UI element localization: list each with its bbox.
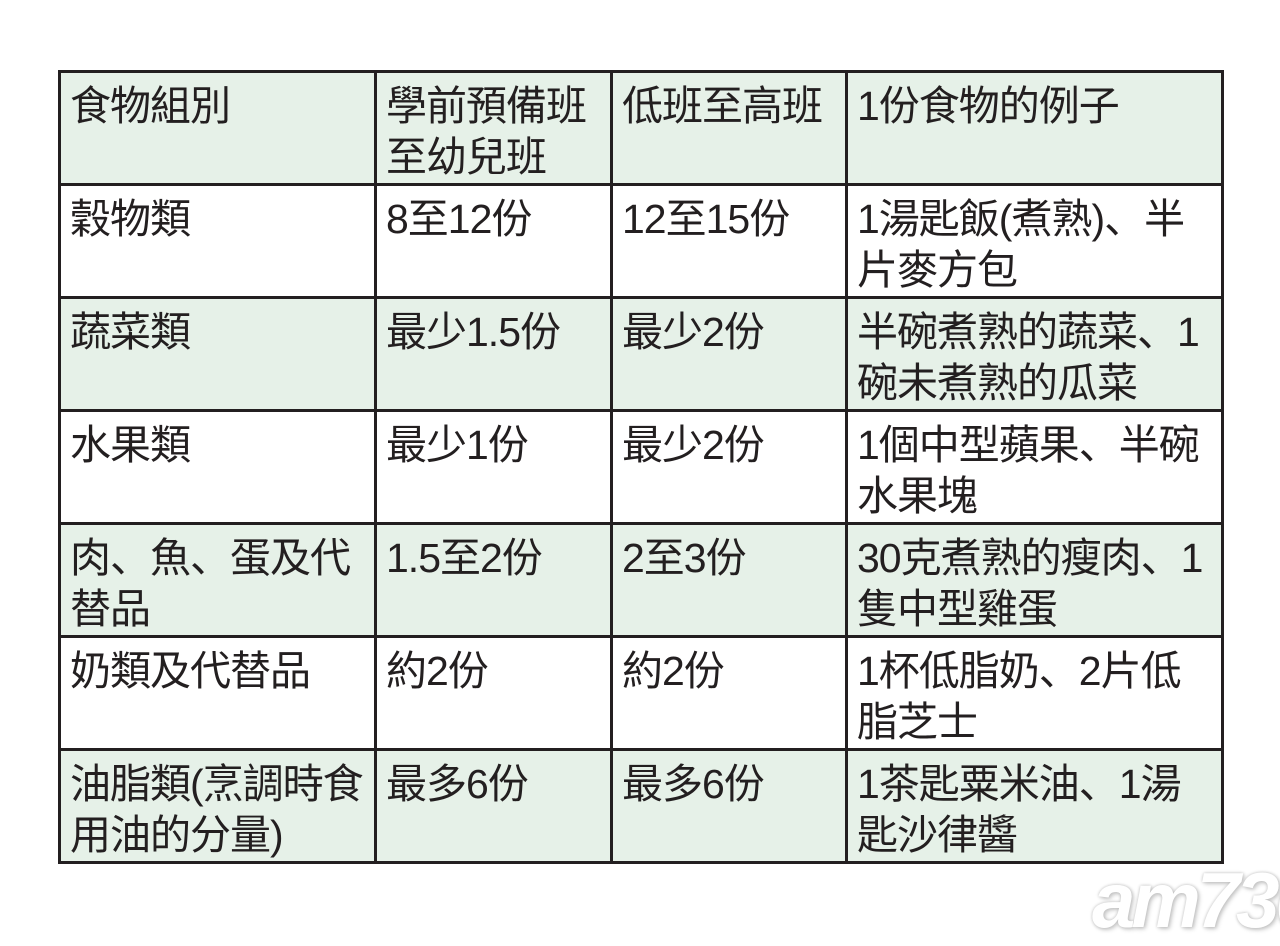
header-cell: 1份食物的例子 (845, 70, 1224, 186)
table-row: 奶類及代替品 約2份 約2份 1杯低脂奶、2片低脂芝士 (58, 635, 1224, 751)
table-cell: 油脂類(烹調時食用油的分量) (58, 748, 377, 864)
table-cell: 最少2份 (610, 296, 848, 412)
header-cell: 學前預備班至幼兒班 (374, 70, 613, 186)
table-cell: 12至15份 (610, 183, 848, 299)
header-cell: 食物組別 (58, 70, 377, 186)
table-cell: 奶類及代替品 (58, 635, 377, 751)
table-cell: 最少1份 (374, 409, 613, 525)
table-cell: 1湯匙飯(煮熟)、半片麥方包 (845, 183, 1224, 299)
table-cell: 2至3份 (610, 522, 848, 638)
table-cell: 8至12份 (374, 183, 613, 299)
table-cell: 1茶匙粟米油、1湯匙沙律醬 (845, 748, 1224, 864)
table-cell: 水果類 (58, 409, 377, 525)
table-row: 油脂類(烹調時食用油的分量) 最多6份 最多6份 1茶匙粟米油、1湯匙沙律醬 (58, 748, 1224, 864)
am730-watermark-logo: am730 (1092, 856, 1280, 944)
table-cell: 約2份 (610, 635, 848, 751)
table-cell: 最少2份 (610, 409, 848, 525)
table-cell: 1.5至2份 (374, 522, 613, 638)
table-cell: 最少1.5份 (374, 296, 613, 412)
table-row: 穀物類 8至12份 12至15份 1湯匙飯(煮熟)、半片麥方包 (58, 183, 1224, 299)
table-cell: 1杯低脂奶、2片低脂芝士 (845, 635, 1224, 751)
table-cell: 最多6份 (610, 748, 848, 864)
table-row: 蔬菜類 最少1.5份 最少2份 半碗煮熟的蔬菜、1碗未煮熟的瓜菜 (58, 296, 1224, 412)
table-cell: 30克煮熟的瘦肉、1隻中型雞蛋 (845, 522, 1224, 638)
table-cell: 肉、魚、蛋及代替品 (58, 522, 377, 638)
table-cell: 約2份 (374, 635, 613, 751)
table-cell: 最多6份 (374, 748, 613, 864)
table-row: 肉、魚、蛋及代替品 1.5至2份 2至3份 30克煮熟的瘦肉、1隻中型雞蛋 (58, 522, 1224, 638)
header-cell: 低班至高班 (610, 70, 848, 186)
table-header-row: 食物組別 學前預備班至幼兒班 低班至高班 1份食物的例子 (58, 70, 1224, 186)
table-cell: 半碗煮熟的蔬菜、1碗未煮熟的瓜菜 (845, 296, 1224, 412)
food-servings-table: 食物組別 學前預備班至幼兒班 低班至高班 1份食物的例子 穀物類 8至12份 1… (58, 70, 1224, 864)
table-row: 水果類 最少1份 最少2份 1個中型蘋果、半碗水果塊 (58, 409, 1224, 525)
table-cell: 蔬菜類 (58, 296, 377, 412)
table-cell: 穀物類 (58, 183, 377, 299)
table-cell: 1個中型蘋果、半碗水果塊 (845, 409, 1224, 525)
